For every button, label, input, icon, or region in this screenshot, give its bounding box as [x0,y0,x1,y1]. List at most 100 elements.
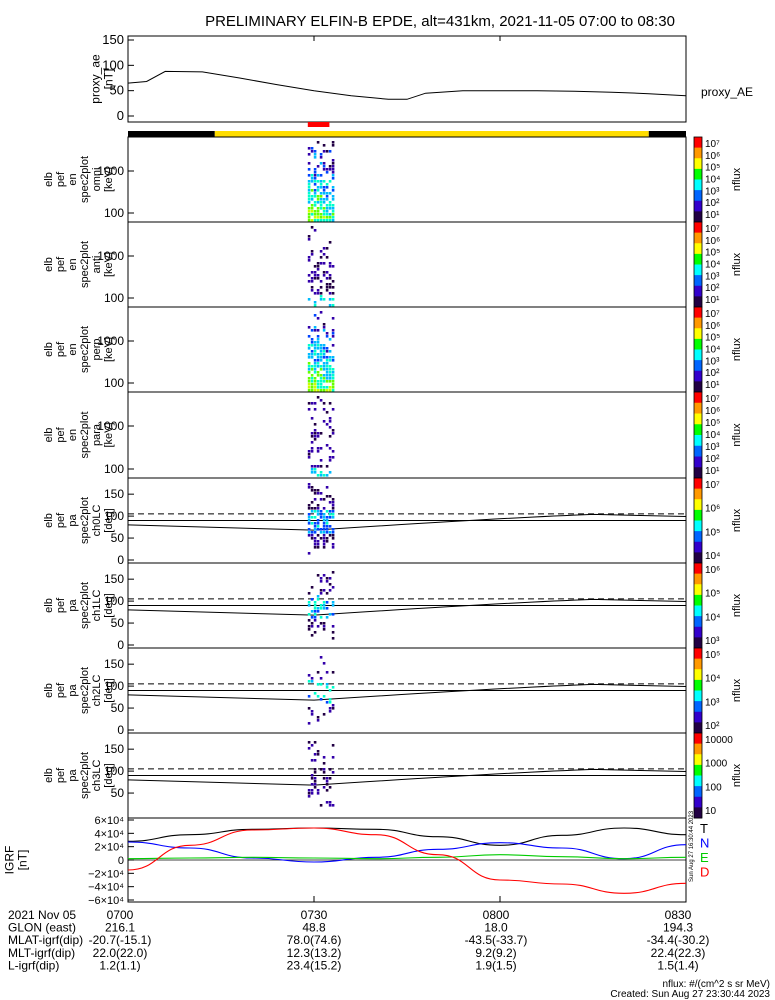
spectrogram-cell [322,162,326,165]
y-tick-label: 100 [104,206,124,220]
pa-cell [328,710,332,713]
spectrogram-cell [310,195,314,198]
spectrogram-cell [310,432,314,435]
y-tick-label: 150 [104,487,124,501]
spectrogram-cell [331,165,335,168]
ylabel-line: pef [55,171,67,187]
spectrogram-cell [331,335,335,338]
spectrogram-cell [313,271,317,274]
spectrogram-cell [307,402,311,405]
y-tick-label: 50 [110,83,124,98]
spectrogram-cell [313,192,317,195]
y-tick-label: 150 [104,742,124,756]
igrf-series-E [127,854,687,860]
spectrogram-cells-2 [307,311,335,392]
spectrogram-cell [322,207,326,210]
spectrogram-cell [322,323,326,326]
spectrogram-cell [316,274,320,277]
spectrogram-cell [328,274,332,277]
spectrogram-cell [325,374,329,377]
ylabel-line: spec2plot [79,241,91,288]
pa-cell [310,634,314,637]
colorbar-label: nflux [731,337,743,361]
footer-row-label: GLON (east) [8,921,76,935]
igrf-legend-E: E [700,850,709,865]
spectrogram-cell [316,216,320,219]
pa-cell [310,710,314,713]
spectrogram-cell [319,374,323,377]
igrf-series-D [127,827,687,894]
spectrogram-cell [331,216,335,219]
spectrogram-cell [316,201,320,204]
spectrogram-cell [313,402,317,405]
pa-cell [316,753,320,756]
colorbar-band [694,722,702,734]
colorbar-band [694,253,702,265]
pa-cell [310,680,314,683]
pa-cell [310,625,314,628]
colorbar-tick: 10³ [705,697,720,708]
pa-cell [316,610,320,613]
ylabel-line: elb [43,342,55,357]
ylabel-line: [keV] [103,252,115,277]
spectrogram-cell [331,377,335,380]
footer-value: 216.1 [105,921,135,935]
pa-cell [310,486,314,489]
pa-cell [313,492,317,495]
spectrogram-cell [331,141,335,144]
pa-cell [328,768,332,771]
spectrogram-cell [316,141,320,144]
colorbar-band [694,338,702,350]
spectrogram-cell [319,207,323,210]
pa-cell [328,707,332,710]
spectrogram-cell [310,329,314,332]
pa-cell [322,528,326,531]
pa-cell [307,519,311,522]
spectrogram-cell [325,171,329,174]
spectrogram-cell [313,389,317,392]
spectrogram-cell [322,192,326,195]
pa-cell [325,601,329,604]
colorbar-tick: 10⁴ [705,430,720,441]
pa-cell [316,513,320,516]
spectrogram-cell [310,213,314,216]
spectrogram-cell [322,274,326,277]
spectrogram-cell [328,207,332,210]
spectrogram-cell [307,347,311,350]
y-tick-label: −4×10⁴ [88,882,124,894]
colorbar-band [694,637,702,649]
pa-cell [316,546,320,549]
spectrogram-cell [313,341,317,344]
pa-cell [313,498,317,501]
spectrogram-cell [307,365,311,368]
pa-cell [313,607,317,610]
pa-cell [322,546,326,549]
pa-cell [307,592,311,595]
spectrogram-cell [319,471,323,474]
colorbar-band [694,616,702,628]
pa-cell [322,786,326,789]
pa-cell [310,534,314,537]
spectrogram-cell [331,195,335,198]
pa-cell [325,701,329,704]
pa-cell [325,537,329,540]
pa-cell [328,689,332,692]
igrf-ylabel: IGRF [nT] [3,846,30,875]
igrf-legend-N: N [700,836,709,851]
pa-cell [328,801,332,804]
spectrogram-cell [328,389,332,392]
y-tick-label: 50 [111,786,125,800]
pa-cell [313,616,317,619]
pa-cell [325,683,329,686]
spectrogram-cell [307,198,311,201]
pa-cell [322,574,326,577]
pa-cell [313,783,317,786]
spectrogram-cell [325,368,329,371]
spectrogram-cell [325,210,329,213]
colorbar-label: nflux [731,167,743,191]
pa-cell [328,589,332,592]
pa-cell [322,604,326,607]
spectrogram-cell [313,150,317,153]
pa-cells-2 [307,656,335,725]
